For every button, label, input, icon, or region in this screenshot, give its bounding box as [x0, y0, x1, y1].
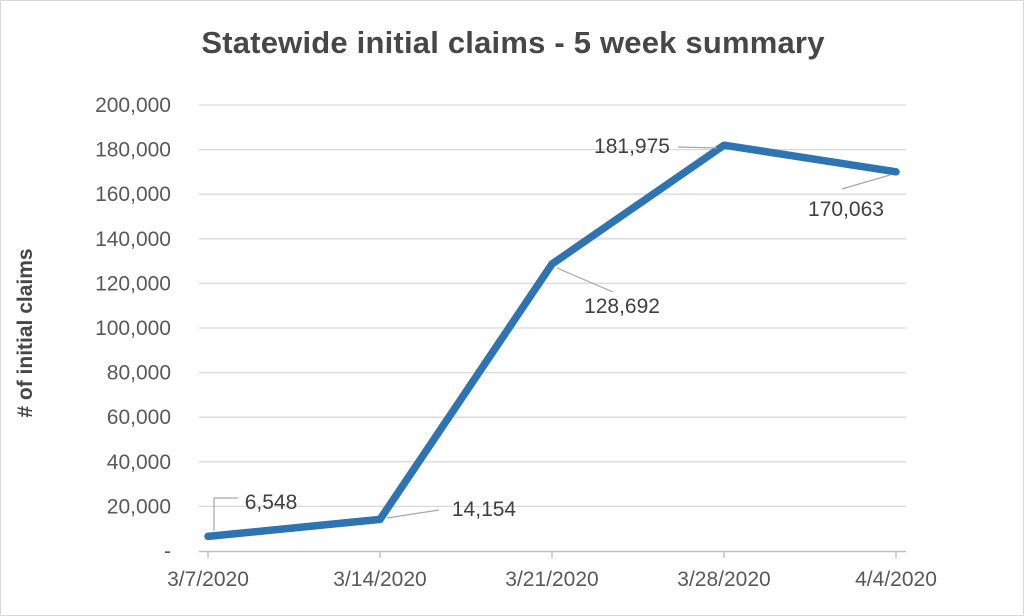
- chart-title: Statewide initial claims - 5 week summar…: [201, 25, 825, 60]
- data-label-leader: [213, 497, 238, 531]
- y-tick-label: 180,000: [95, 139, 171, 162]
- x-tick-label: 4/4/2020: [855, 568, 937, 591]
- data-label: 6,548: [245, 491, 298, 514]
- data-label: 128,692: [584, 295, 660, 318]
- data-label: 170,063: [808, 198, 884, 221]
- x-tick-label: 3/7/2020: [167, 568, 249, 591]
- x-tick-label: 3/28/2020: [677, 568, 770, 591]
- y-tick-label: 140,000: [95, 228, 171, 251]
- y-tick-label: 200,000: [95, 94, 171, 117]
- y-tick-label: 100,000: [95, 317, 171, 340]
- series-line: [204, 141, 900, 541]
- data-label-leader: [556, 267, 614, 293]
- y-tick-label: 160,000: [95, 183, 171, 206]
- data-label: 181,975: [594, 135, 670, 158]
- data-label-leader: [677, 146, 718, 149]
- x-tick-label: 3/21/2020: [505, 568, 598, 591]
- y-tick-label: 120,000: [95, 272, 171, 295]
- data-label-leader: [386, 509, 440, 519]
- y-tick-label: 20,000: [107, 495, 171, 518]
- data-label: 14,154: [452, 498, 517, 521]
- y-tick-label: -: [164, 540, 171, 563]
- y-tick-label: 80,000: [107, 362, 171, 385]
- x-tick-label: 3/14/2020: [333, 568, 426, 591]
- y-tick-label: 40,000: [107, 451, 171, 474]
- y-tick-label: 60,000: [107, 406, 171, 429]
- data-label-leader: [841, 174, 891, 190]
